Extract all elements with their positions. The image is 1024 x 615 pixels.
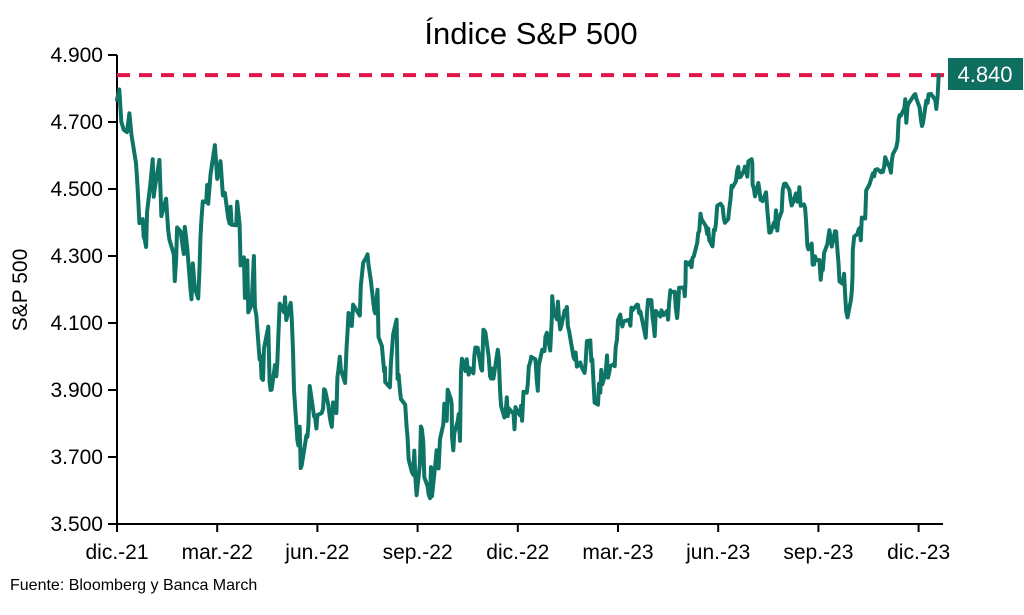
x-tick-label: mar.-22	[182, 541, 253, 564]
axes: 4.900 4.700 4.500 4.300 4.100 3.900 3.700 3.500…	[50, 44, 950, 564]
y-tick-label: 3.700	[50, 446, 103, 469]
reference-label-box	[948, 58, 1023, 90]
x-tick-label: dic.-21	[85, 541, 148, 564]
y-tick-label: 4.900	[50, 44, 103, 67]
y-axis-title: S&P 500	[9, 249, 32, 332]
reference-label-text: 4.840	[957, 62, 1012, 87]
series-layer	[115, 73, 941, 501]
x-tick-label: jun.-23	[685, 541, 750, 564]
source-note: Fuente: Bloomberg y Banca March	[10, 577, 257, 594]
y-tick-label: 4.700	[50, 111, 103, 134]
reference-value-callout: 4.840	[948, 58, 1023, 90]
y-tick-label: 4.300	[50, 245, 103, 268]
y-tick-label: 4.100	[50, 312, 103, 335]
y-tick-label: 3.500	[50, 513, 103, 536]
y-tick-label: 3.900	[50, 379, 103, 402]
x-tick-label: mar.-23	[582, 541, 653, 564]
chart-title: Índice S&P 500	[424, 16, 637, 51]
sp500-price-line	[115, 73, 941, 501]
x-tick-label: dic.-22	[486, 541, 549, 564]
x-tick-label: jun.-22	[284, 541, 349, 564]
x-tick-label: sep.-23	[783, 541, 853, 564]
y-tick-label: 4.500	[50, 178, 103, 201]
x-tick-label: dic.-23	[887, 541, 950, 564]
x-tick-label: sep.-22	[383, 541, 453, 564]
axis-lines	[116, 55, 943, 525]
